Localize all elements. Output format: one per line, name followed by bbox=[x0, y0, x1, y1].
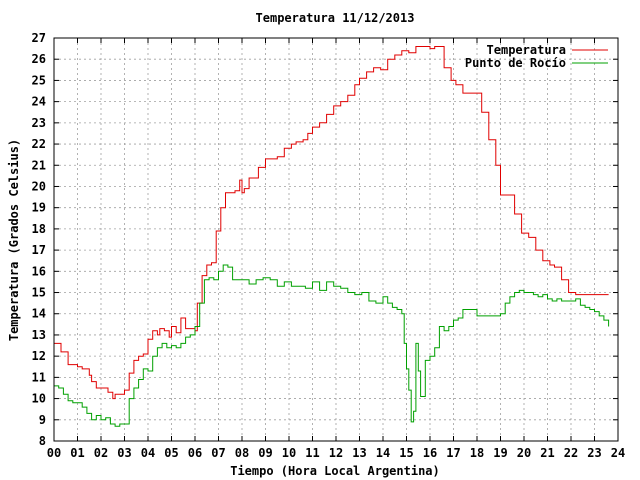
y-tick-label: 20 bbox=[32, 179, 46, 193]
x-axis-label: Tiempo (Hora Local Argentina) bbox=[230, 464, 440, 478]
y-tick-label: 23 bbox=[32, 116, 46, 130]
axis-ticks: 00 01 02 03 04 05 06 07 08 09 10 11 12 13 14 15 16 17 18 19… bbox=[32, 31, 626, 460]
series-line-punto-de-roc-o bbox=[54, 264, 610, 427]
y-tick-label: 10 bbox=[32, 392, 46, 406]
y-tick-label: 19 bbox=[32, 201, 46, 215]
y-tick-label: 21 bbox=[32, 158, 46, 172]
y-tick-label: 25 bbox=[32, 73, 46, 87]
x-tick-label: 03 bbox=[117, 446, 131, 460]
x-tick-label: 01 bbox=[70, 446, 84, 460]
x-tick-label: 09 bbox=[258, 446, 272, 460]
x-tick-label: 11 bbox=[305, 446, 319, 460]
y-tick-label: 17 bbox=[32, 243, 46, 257]
x-tick-label: 04 bbox=[141, 446, 155, 460]
y-tick-label: 8 bbox=[39, 434, 46, 448]
x-tick-label: 19 bbox=[493, 446, 507, 460]
x-tick-label: 16 bbox=[423, 446, 437, 460]
x-tick-label: 12 bbox=[329, 446, 343, 460]
x-tick-label: 07 bbox=[211, 446, 225, 460]
x-tick-label: 02 bbox=[94, 446, 108, 460]
legend-label: Temperatura bbox=[487, 43, 566, 57]
x-tick-label: 18 bbox=[470, 446, 484, 460]
y-tick-label: 24 bbox=[32, 95, 46, 109]
x-tick-label: 08 bbox=[235, 446, 249, 460]
legend-label: Punto de Rocío bbox=[465, 56, 566, 70]
series-lines bbox=[54, 46, 610, 427]
y-tick-label: 14 bbox=[32, 307, 46, 321]
series-line-temperatura bbox=[54, 46, 609, 400]
plot-frame bbox=[53, 37, 619, 442]
x-tick-label: 17 bbox=[446, 446, 460, 460]
y-tick-label: 27 bbox=[32, 31, 46, 45]
chart-title: Temperatura 11/12/2013 bbox=[256, 11, 415, 25]
y-tick-label: 22 bbox=[32, 137, 46, 151]
y-tick-label: 11 bbox=[32, 370, 46, 384]
y-tick-label: 16 bbox=[32, 264, 46, 278]
x-tick-label: 23 bbox=[587, 446, 601, 460]
y-tick-label: 13 bbox=[32, 328, 46, 342]
y-tick-label: 9 bbox=[39, 413, 46, 427]
x-tick-label: 14 bbox=[376, 446, 390, 460]
y-tick-label: 26 bbox=[32, 52, 46, 66]
y-tick-label: 15 bbox=[32, 286, 46, 300]
y-tick-label: 12 bbox=[32, 349, 46, 363]
x-tick-label: 20 bbox=[517, 446, 531, 460]
x-tick-label: 06 bbox=[188, 446, 202, 460]
x-tick-label: 13 bbox=[352, 446, 366, 460]
y-axis-label: Temperatura (Grados Celsius) bbox=[7, 139, 21, 341]
x-tick-label: 05 bbox=[164, 446, 178, 460]
x-tick-label: 24 bbox=[611, 446, 625, 460]
x-tick-label: 00 bbox=[47, 446, 61, 460]
x-tick-label: 22 bbox=[564, 446, 578, 460]
y-tick-label: 18 bbox=[32, 222, 46, 236]
x-tick-label: 15 bbox=[399, 446, 413, 460]
x-tick-label: 21 bbox=[540, 446, 554, 460]
x-tick-label: 10 bbox=[282, 446, 296, 460]
